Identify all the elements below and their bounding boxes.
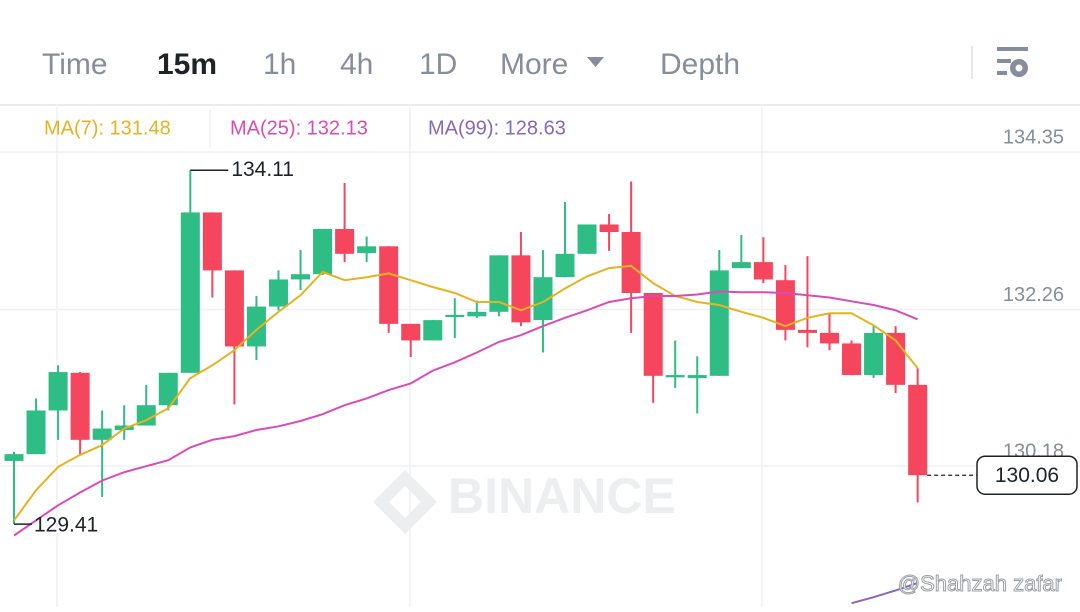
y-tick-label: 134.35	[1003, 126, 1064, 148]
tab[interactable]: Time	[42, 48, 108, 81]
candle-body	[797, 329, 817, 333]
tab[interactable]: 4h	[340, 48, 373, 81]
tab[interactable]: 1D	[419, 48, 457, 81]
settings-icon[interactable]	[997, 47, 1028, 77]
candle-body	[555, 253, 575, 278]
last-price-box	[976, 455, 1078, 495]
legend: MA(7): 131.48 MA(25): 132.13 MA(99): 128…	[44, 110, 566, 148]
candle-body	[180, 212, 200, 373]
candle-body	[665, 375, 685, 378]
candle-body	[731, 262, 751, 269]
tab[interactable]: 1h	[263, 48, 296, 81]
candle-body	[158, 372, 178, 406]
candle-body	[291, 274, 311, 280]
candle-body	[908, 384, 928, 476]
candle-body	[136, 405, 156, 426]
candle-body	[753, 262, 773, 280]
candle-body	[423, 320, 443, 341]
candle-body	[401, 323, 421, 341]
candle-body	[224, 270, 244, 347]
legend-entry: MA(99): 128.63	[428, 117, 566, 139]
candle-body	[379, 246, 399, 324]
candle-body	[4, 454, 24, 461]
candle-body	[621, 232, 641, 293]
watermark: BINANCE	[373, 468, 676, 534]
dropdown-arrow[interactable]	[587, 57, 604, 67]
low-label: 129.41	[34, 514, 98, 537]
candle-body	[864, 332, 884, 376]
tab[interactable]: Depth	[660, 48, 740, 81]
legend-entry: MA(25): 132.13	[230, 117, 368, 139]
candle-body	[709, 270, 729, 376]
candle-body	[467, 311, 487, 317]
ma-line	[851, 581, 918, 605]
tab-bar: Time 15m 1h 4h 1D More Depth	[42, 46, 1028, 81]
overlay-text: @Shahzah zafar	[898, 571, 1062, 596]
candle-body	[202, 212, 222, 271]
candle-body	[511, 255, 531, 323]
candle-body	[819, 332, 839, 344]
candle-body	[842, 343, 862, 376]
candle-body	[533, 277, 553, 321]
candle-body	[775, 280, 795, 330]
candle-body	[643, 292, 663, 376]
candle-body	[599, 224, 619, 232]
candle-body	[489, 255, 509, 312]
ma-line	[13, 264, 919, 521]
candle-body	[687, 375, 707, 379]
legend-entry: MA(7): 131.48	[44, 117, 171, 139]
tab[interactable]: 15m	[157, 48, 217, 81]
last-price-label: 130.06	[995, 464, 1059, 487]
candle-body	[335, 228, 355, 254]
high-label: 134.11	[231, 158, 294, 181]
candle-body	[26, 410, 46, 455]
candle-body	[313, 228, 333, 275]
candle-body	[445, 314, 465, 318]
candle-body	[92, 428, 112, 440]
candle-body	[357, 246, 377, 254]
candle-body	[48, 372, 68, 411]
candle-body	[268, 279, 288, 307]
watermark-text: BINANCE	[448, 468, 676, 524]
candle-body	[70, 372, 90, 440]
tab[interactable]: More	[500, 48, 568, 81]
y-tick-label: 132.26	[1003, 284, 1064, 306]
candle-body	[577, 224, 597, 254]
candle-body	[246, 306, 266, 347]
ma-line	[13, 290, 918, 537]
